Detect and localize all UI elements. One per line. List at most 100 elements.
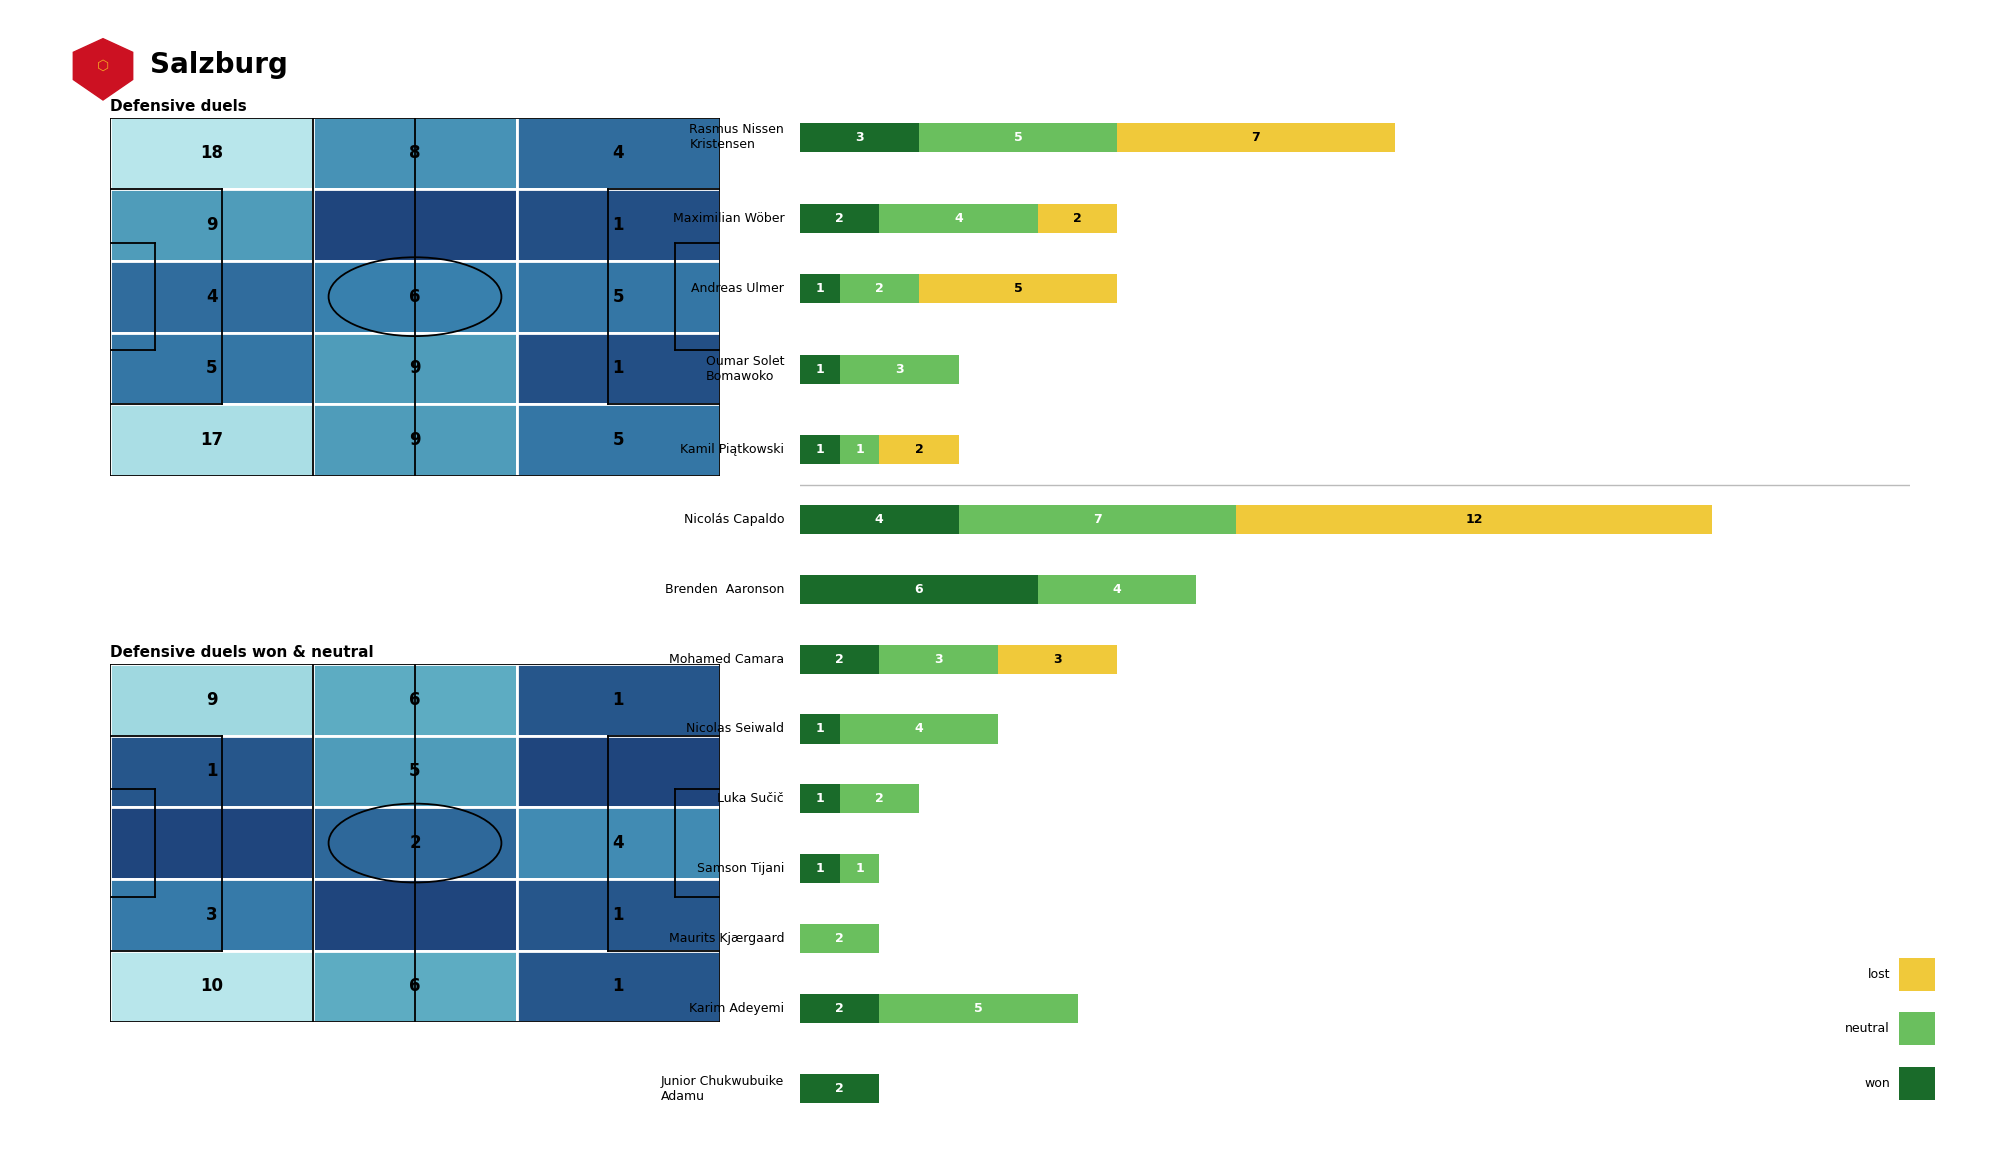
Text: 2: 2: [1074, 212, 1082, 224]
Text: 1: 1: [856, 862, 864, 875]
Text: 5: 5: [206, 360, 218, 377]
Text: 4: 4: [874, 513, 884, 526]
Bar: [314, 879, 516, 951]
Text: 2: 2: [836, 1082, 844, 1095]
Text: 3: 3: [206, 906, 218, 924]
Text: 12: 12: [1466, 513, 1482, 526]
Bar: [516, 807, 720, 879]
Bar: [800, 1074, 880, 1103]
Text: Maximilian Wöber: Maximilian Wöber: [672, 212, 784, 224]
Bar: [1038, 575, 1196, 604]
Text: Samson Tijani: Samson Tijani: [696, 862, 784, 875]
Text: 4: 4: [1112, 583, 1122, 596]
Text: 1: 1: [816, 363, 824, 376]
Bar: [800, 994, 880, 1022]
Text: lost: lost: [1868, 968, 1890, 981]
Text: 9: 9: [206, 691, 218, 709]
Text: Karim Adeyemi: Karim Adeyemi: [690, 1001, 784, 1014]
Bar: [110, 664, 314, 736]
Bar: [840, 274, 918, 303]
Bar: [314, 404, 516, 476]
Text: Maurits Kjærgaard: Maurits Kjærgaard: [668, 932, 784, 945]
Bar: [110, 807, 314, 879]
Text: neutral: neutral: [1846, 1022, 1890, 1035]
Text: 3: 3: [894, 363, 904, 376]
Text: 1: 1: [612, 691, 624, 709]
Text: 1: 1: [816, 792, 824, 805]
Text: 1: 1: [816, 282, 824, 295]
Bar: [110, 261, 314, 333]
Bar: [516, 189, 720, 261]
Bar: [800, 123, 918, 152]
Bar: [998, 645, 1118, 673]
Bar: [1236, 505, 1712, 535]
Bar: [800, 714, 840, 744]
Text: 2: 2: [874, 282, 884, 295]
Bar: [800, 436, 840, 464]
Text: Salzburg: Salzburg: [150, 51, 288, 79]
Bar: [516, 664, 720, 736]
Bar: [800, 575, 1038, 604]
Text: 1: 1: [206, 763, 218, 780]
Bar: [516, 333, 720, 404]
Bar: [314, 333, 516, 404]
Bar: [840, 355, 958, 383]
Bar: [880, 645, 998, 673]
Bar: [110, 333, 314, 404]
Bar: [516, 261, 720, 333]
Text: 1: 1: [816, 443, 824, 456]
Text: 5: 5: [1014, 282, 1022, 295]
Bar: [110, 404, 314, 476]
Text: 7: 7: [1252, 130, 1260, 145]
Bar: [516, 404, 720, 476]
Bar: [1038, 204, 1118, 233]
Text: 4: 4: [954, 212, 962, 224]
Text: Junior Chukwubuike
Adamu: Junior Chukwubuike Adamu: [660, 1075, 784, 1103]
Bar: [800, 784, 840, 813]
Text: 9: 9: [206, 216, 218, 234]
Text: 1: 1: [612, 216, 624, 234]
Bar: [516, 118, 720, 189]
Text: 3: 3: [1054, 653, 1062, 666]
Text: 2: 2: [836, 1001, 844, 1014]
Bar: [800, 274, 840, 303]
Text: Oumar Solet
Bomawoko: Oumar Solet Bomawoko: [706, 355, 784, 383]
Bar: [110, 189, 314, 261]
Text: 6: 6: [914, 583, 924, 596]
Text: 5: 5: [974, 1001, 982, 1014]
Text: 3: 3: [934, 653, 944, 666]
Text: 1: 1: [816, 723, 824, 736]
Text: ⬡: ⬡: [96, 59, 110, 73]
Text: 4: 4: [206, 288, 218, 306]
Bar: [1118, 123, 1394, 152]
Text: Nicolas Seiwald: Nicolas Seiwald: [686, 723, 784, 736]
Text: 2: 2: [836, 212, 844, 224]
Bar: [958, 505, 1236, 535]
Bar: [314, 189, 516, 261]
Bar: [110, 118, 314, 189]
Text: 1: 1: [612, 978, 624, 995]
Bar: [800, 204, 880, 233]
Text: 2: 2: [914, 443, 924, 456]
Bar: [516, 879, 720, 951]
Text: Kamil Piątkowski: Kamil Piątkowski: [680, 443, 784, 456]
Bar: [840, 436, 880, 464]
Bar: [516, 736, 720, 807]
Bar: [314, 736, 516, 807]
Text: 2: 2: [836, 653, 844, 666]
Text: 17: 17: [200, 431, 224, 449]
Bar: [840, 854, 880, 884]
Text: 4: 4: [914, 723, 924, 736]
Text: 1: 1: [816, 862, 824, 875]
Text: Defensive duels won & neutral: Defensive duels won & neutral: [110, 645, 374, 660]
Text: 9: 9: [410, 431, 420, 449]
Text: Nicolás Capaldo: Nicolás Capaldo: [684, 513, 784, 526]
Text: Rasmus Nissen
Kristensen: Rasmus Nissen Kristensen: [690, 123, 784, 152]
Bar: [314, 664, 516, 736]
Bar: [840, 714, 998, 744]
Bar: [800, 355, 840, 383]
Text: 8: 8: [410, 145, 420, 162]
Text: 18: 18: [200, 145, 224, 162]
Text: 2: 2: [410, 834, 420, 852]
Bar: [800, 505, 958, 535]
